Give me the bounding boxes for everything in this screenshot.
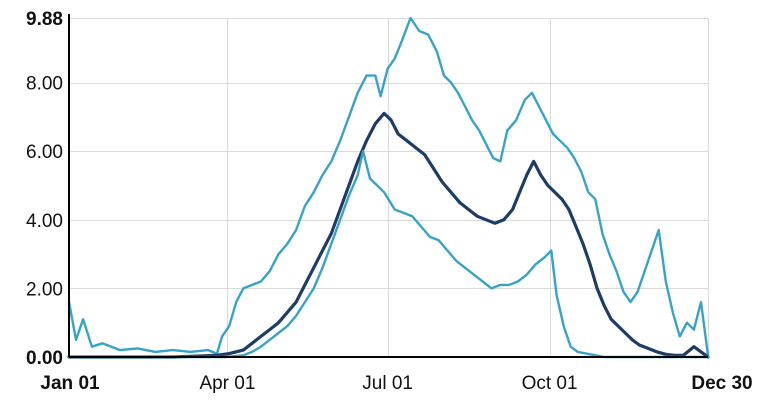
grid-lines bbox=[69, 18, 709, 357]
y-tick-label: 2.00 bbox=[26, 279, 63, 300]
axes bbox=[68, 14, 708, 358]
x-tick-label: Apr 01 bbox=[199, 373, 255, 394]
tick-labels: 0.00 2.00 4.00 6.00 8.00 9.88 Jan 01 Apr 01 Jul … bbox=[26, 9, 753, 394]
series-line-median bbox=[67, 111, 710, 359]
x-tick-label: Jan 01 bbox=[40, 373, 100, 394]
x-tick-label: Oct 01 bbox=[522, 373, 578, 394]
series-lines bbox=[67, 16, 710, 359]
series-line-upper bbox=[67, 16, 710, 357]
y-tick-label: 9.88 bbox=[26, 9, 63, 30]
y-tick-label: 6.00 bbox=[26, 142, 63, 163]
x-tick-label: Dec 30 bbox=[691, 373, 752, 394]
x-tick-label: Jul 01 bbox=[362, 373, 413, 394]
y-tick-label: 4.00 bbox=[26, 211, 63, 232]
y-tick-label: 8.00 bbox=[26, 74, 63, 95]
series-line-lower bbox=[67, 149, 710, 359]
y-tick-label: 0.00 bbox=[26, 348, 63, 369]
